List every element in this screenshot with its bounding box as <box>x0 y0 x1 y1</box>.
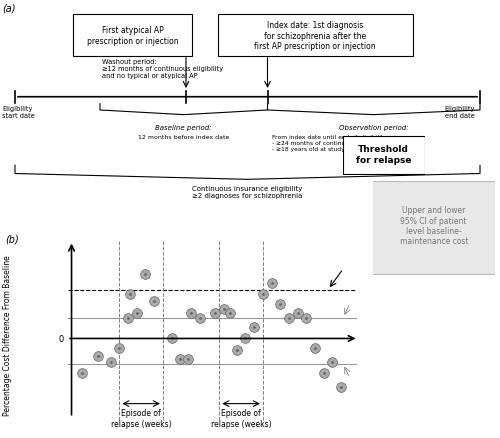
Text: Baseline period:: Baseline period: <box>156 125 212 131</box>
FancyBboxPatch shape <box>72 15 192 57</box>
Text: From index date until end of eligibility
- ≥24 months of continuous insurance el: From index date until end of eligibility… <box>272 135 417 152</box>
Text: Eligibility
end date: Eligibility end date <box>445 106 475 119</box>
Text: 0: 0 <box>58 334 64 343</box>
Text: Index date: 1st diagnosis
for schizophrenia after the
first AP prescription or i: Index date: 1st diagnosis for schizophre… <box>254 21 376 51</box>
FancyBboxPatch shape <box>218 15 412 57</box>
Text: Episode of
relapse (weeks): Episode of relapse (weeks) <box>111 408 172 427</box>
Text: Threshold
for relapse: Threshold for relapse <box>356 145 412 164</box>
Text: Upper and lower
95% CI of patient
level baseline-
maintenance cost: Upper and lower 95% CI of patient level … <box>400 206 468 246</box>
Text: (a): (a) <box>2 4 16 14</box>
Text: Episode of
relapse (weeks): Episode of relapse (weeks) <box>211 408 272 427</box>
Text: (b): (b) <box>5 234 19 244</box>
Text: Percentage Cost Difference From Baseline: Percentage Cost Difference From Baseline <box>3 255 12 415</box>
Text: Observation period:: Observation period: <box>339 125 408 131</box>
Text: 12 months before index date: 12 months before index date <box>138 135 230 140</box>
Text: Continuous insurance eligibility
≥2 diagnoses for schizophrenia: Continuous insurance eligibility ≥2 diag… <box>192 186 302 199</box>
Text: Washout period:
≥12 months of continuous eligibility
and no typical or atypical : Washout period: ≥12 months of continuous… <box>102 59 224 79</box>
Text: First atypical AP
prescription or injection: First atypical AP prescription or inject… <box>86 26 178 46</box>
Text: Eligibility
start date: Eligibility start date <box>2 106 35 119</box>
FancyBboxPatch shape <box>342 137 425 174</box>
FancyBboxPatch shape <box>372 181 496 274</box>
